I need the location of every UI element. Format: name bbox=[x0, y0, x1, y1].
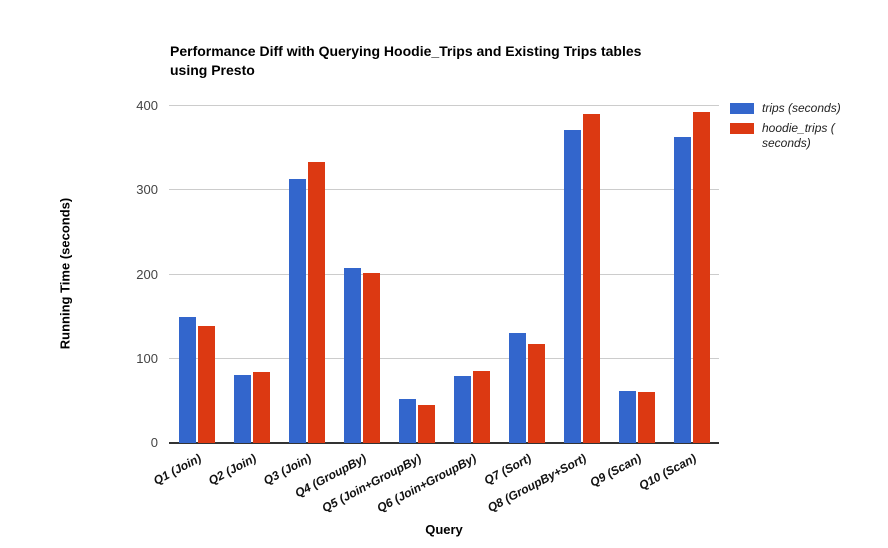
bar-hoodie_trips-Q2 bbox=[252, 372, 270, 443]
plot-area bbox=[169, 105, 719, 444]
chart-title: Performance Diff with Querying Hoodie_Tr… bbox=[170, 42, 770, 80]
chart-title-line-2: using Presto bbox=[170, 62, 255, 78]
x-axis-title: Query bbox=[425, 522, 463, 537]
bar-hoodie_trips-Q10 bbox=[692, 111, 710, 443]
bar-hoodie_trips-Q1 bbox=[197, 325, 215, 443]
legend-item-trips: trips (seconds) bbox=[730, 101, 882, 116]
legend-swatch-icon bbox=[730, 123, 754, 134]
y-tick-label-300: 300 bbox=[136, 182, 158, 198]
y-tick-label-200: 200 bbox=[136, 266, 158, 282]
chart-title-line-1: Performance Diff with Querying Hoodie_Tr… bbox=[170, 43, 642, 59]
bar-trips-Q3 bbox=[288, 179, 306, 443]
y-tick-label-100: 100 bbox=[136, 350, 158, 366]
legend-label: hoodie_trips ( seconds) bbox=[762, 121, 835, 150]
bar-trips-Q9 bbox=[618, 390, 636, 443]
bar-trips-Q4 bbox=[343, 267, 361, 443]
gridline-300 bbox=[169, 189, 719, 191]
x-axis-line bbox=[169, 442, 719, 444]
legend-item-hoodie_trips: hoodie_trips ( seconds) bbox=[730, 121, 882, 151]
bar-hoodie_trips-Q7 bbox=[527, 344, 545, 443]
bar-hoodie_trips-Q3 bbox=[307, 162, 325, 443]
bar-trips-Q8 bbox=[563, 130, 581, 443]
bar-hoodie_trips-Q5 bbox=[417, 405, 435, 443]
bar-hoodie_trips-Q8 bbox=[582, 114, 600, 443]
gridline-400 bbox=[169, 105, 719, 106]
bar-trips-Q5 bbox=[398, 399, 416, 443]
bar-hoodie_trips-Q9 bbox=[637, 392, 655, 443]
legend-label: trips (seconds) bbox=[762, 101, 841, 115]
chart-legend: trips (seconds) hoodie_trips ( seconds) bbox=[730, 101, 882, 156]
bar-hoodie_trips-Q4 bbox=[362, 272, 380, 443]
bar-trips-Q6 bbox=[453, 375, 471, 443]
gridline-100 bbox=[169, 357, 719, 359]
legend-swatch-icon bbox=[730, 103, 754, 114]
bar-trips-Q1 bbox=[178, 316, 196, 443]
bar-trips-Q7 bbox=[508, 332, 526, 443]
y-axis-title: Running Time (seconds) bbox=[57, 197, 73, 350]
bar-hoodie_trips-Q6 bbox=[472, 371, 490, 443]
bar-trips-Q2 bbox=[233, 374, 251, 443]
gridline-200 bbox=[169, 273, 719, 275]
y-tick-label-400: 400 bbox=[136, 98, 158, 113]
bar-trips-Q10 bbox=[673, 137, 691, 443]
y-tick-label-0: 0 bbox=[150, 435, 158, 450]
